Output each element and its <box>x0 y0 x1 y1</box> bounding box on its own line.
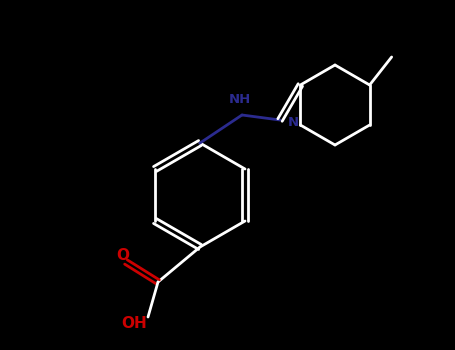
Text: OH: OH <box>121 316 147 331</box>
Text: O: O <box>116 247 130 262</box>
Text: NH: NH <box>229 93 251 106</box>
Text: N: N <box>288 116 299 128</box>
